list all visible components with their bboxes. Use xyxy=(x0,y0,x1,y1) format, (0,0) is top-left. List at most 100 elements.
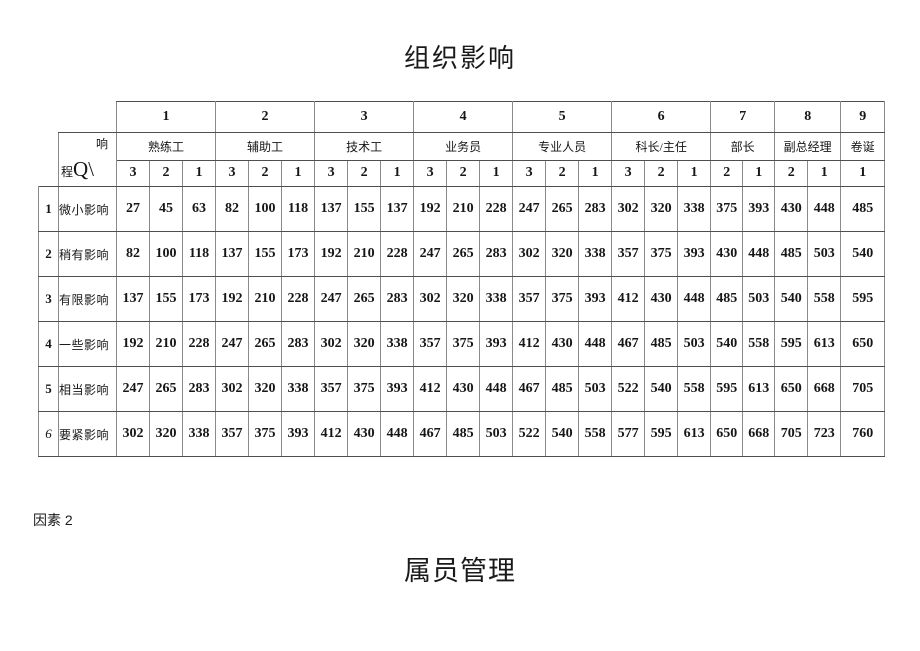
row-number: 4 xyxy=(38,321,59,367)
subcol-header: 3 xyxy=(512,159,547,187)
corner-text-large: Q\ xyxy=(73,157,95,181)
value-cell: 137 xyxy=(116,276,150,322)
subcol-header: 1 xyxy=(677,159,712,187)
group-header: 2 xyxy=(215,101,316,133)
value-cell: 210 xyxy=(248,276,283,322)
value-cell: 393 xyxy=(479,321,514,367)
value-cell: 540 xyxy=(545,411,580,457)
value-cell: 247 xyxy=(215,321,250,367)
value-cell: 283 xyxy=(281,321,316,367)
group-header: 8 xyxy=(774,101,842,133)
value-cell: 283 xyxy=(181,366,217,412)
job-title-cell: 技术工 xyxy=(314,132,415,161)
row-number: 2 xyxy=(38,231,59,277)
value-cell: 650 xyxy=(774,366,809,412)
value-cell: 320 xyxy=(644,186,679,232)
value-cell: 302 xyxy=(611,186,646,232)
value-cell: 100 xyxy=(248,186,283,232)
row-label: 相当影响 xyxy=(58,366,117,412)
value-cell: 485 xyxy=(644,321,679,367)
value-cell: 338 xyxy=(181,411,217,457)
value-cell: 192 xyxy=(215,276,250,322)
table-row: 3 有限影响 137 155 173 192 210 228 247 265 283 302 320 33… xyxy=(38,276,886,322)
value-cell: 283 xyxy=(578,186,613,232)
value-cell: 265 xyxy=(446,231,481,277)
value-cell: 192 xyxy=(314,231,349,277)
row-number: 6 xyxy=(38,411,59,457)
value-cell: 448 xyxy=(479,366,514,412)
value-cell: 320 xyxy=(149,411,183,457)
value-cell: 247 xyxy=(413,231,448,277)
value-cell: 173 xyxy=(281,231,316,277)
value-cell: 467 xyxy=(512,366,547,412)
value-cell: 503 xyxy=(742,276,776,322)
subcol-header: 2 xyxy=(644,159,679,187)
value-cell: 265 xyxy=(545,186,580,232)
value-cell: 430 xyxy=(774,186,809,232)
value-cell: 558 xyxy=(742,321,776,367)
factor-label: 因素 2 xyxy=(33,512,73,528)
group-header: 5 xyxy=(512,101,613,133)
value-cell: 723 xyxy=(807,411,842,457)
row-label: 要紧影响 xyxy=(58,411,117,457)
value-cell: 375 xyxy=(710,186,744,232)
value-cell: 283 xyxy=(479,231,514,277)
value-cell: 338 xyxy=(479,276,514,322)
value-cell: 320 xyxy=(347,321,382,367)
value-cell: 613 xyxy=(807,321,842,367)
group-header: 4 xyxy=(413,101,514,133)
value-cell: 503 xyxy=(578,366,613,412)
corner-text-small: 程 xyxy=(61,165,74,179)
value-cell: 558 xyxy=(677,366,712,412)
value-cell: 338 xyxy=(677,186,712,232)
value-cell: 522 xyxy=(611,366,646,412)
value-cell: 595 xyxy=(840,276,886,322)
blank-number-column xyxy=(39,133,59,187)
value-cell: 540 xyxy=(710,321,744,367)
job-title-cell: 卷诞 xyxy=(840,132,886,161)
value-cell: 540 xyxy=(644,366,679,412)
value-cell: 412 xyxy=(314,411,349,457)
value-cell: 577 xyxy=(611,411,646,457)
value-cell: 210 xyxy=(149,321,183,367)
subcol-header: 2 xyxy=(710,159,744,187)
job-title-cell: 辅助工 xyxy=(215,132,316,161)
value-cell: 485 xyxy=(446,411,481,457)
subcol-header: 2 xyxy=(149,159,183,187)
value-cell: 82 xyxy=(215,186,250,232)
row-label: 一些影响 xyxy=(58,321,117,367)
corner-text-bottom: 程Q\ xyxy=(60,155,116,186)
value-cell: 393 xyxy=(281,411,316,457)
table-row: 5 相当影响 247 265 283 302 320 338 357 375 393 412 430 44… xyxy=(38,366,886,412)
value-cell: 155 xyxy=(347,186,382,232)
subcol-header: 1 xyxy=(807,159,842,187)
row-number: 1 xyxy=(38,186,59,232)
job-title-row: 响 程Q\ 熟练工 辅助工 技术工 业务员 专业人员 科长/主任 部长 副总经理 卷诞 xyxy=(39,132,886,187)
value-cell: 137 xyxy=(380,186,415,232)
value-cell: 430 xyxy=(446,366,481,412)
job-title-cell: 副总经理 xyxy=(774,132,842,161)
value-cell: 540 xyxy=(774,276,809,322)
value-cell: 558 xyxy=(807,276,842,322)
value-cell: 375 xyxy=(545,276,580,322)
value-cell: 247 xyxy=(314,276,349,322)
row-number: 3 xyxy=(38,276,59,322)
value-cell: 302 xyxy=(116,411,150,457)
value-cell: 467 xyxy=(611,321,646,367)
subcol-header: 1 xyxy=(479,159,514,187)
value-cell: 357 xyxy=(512,276,547,322)
group-header: 7 xyxy=(710,101,776,133)
subcol-header: 3 xyxy=(116,159,150,187)
row-label: 有限影响 xyxy=(58,276,117,322)
value-cell: 412 xyxy=(413,366,448,412)
value-cell: 375 xyxy=(248,411,283,457)
blank-corner-top xyxy=(39,102,117,133)
subcol-header: 2 xyxy=(774,159,809,187)
value-cell: 375 xyxy=(446,321,481,367)
next-section-title: 属员管理 xyxy=(404,556,516,586)
value-cell: 357 xyxy=(413,321,448,367)
value-cell: 27 xyxy=(116,186,150,232)
